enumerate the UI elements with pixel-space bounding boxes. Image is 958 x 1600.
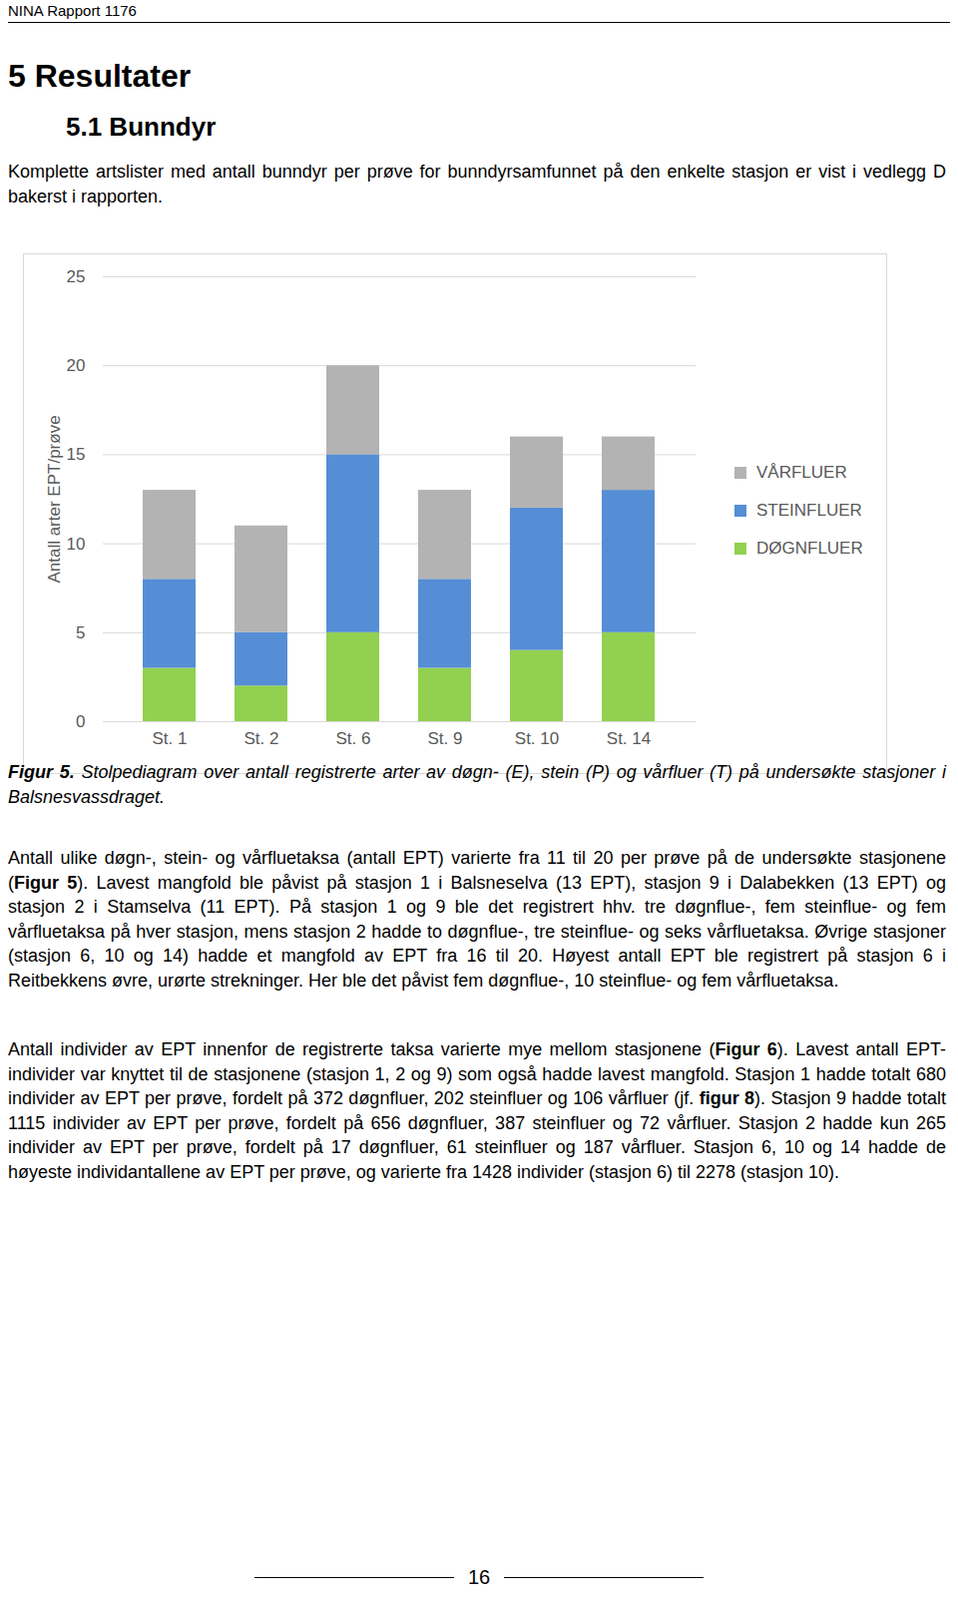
html-text:16: 16 xyxy=(467,1566,491,1589)
html-text:Antall ulike døgn-, stein- og: Antall ulike døgn-, stein- og vårfluetak… xyxy=(7,848,947,991)
svg-text:15: 15 xyxy=(66,445,86,465)
html-text:NINA Rapport 1176: NINA Rapport 1176 xyxy=(7,1,137,19)
html-text:DØGNFLUER: DØGNFLUER xyxy=(756,538,863,558)
svg-text:St. 10: St. 10 xyxy=(514,729,559,749)
svg-text:0: 0 xyxy=(75,712,85,732)
svg-text:Antall arter EPT/prøve: Antall arter EPT/prøve xyxy=(44,415,64,583)
html-text:Figur 5. Stolpediagram over an: Figur 5. Stolpediagram over antall regis… xyxy=(7,762,947,807)
html-text:Komplette artslister med antal: Komplette artslister med antall bunndyr … xyxy=(7,161,947,207)
svg-text:St. 2: St. 2 xyxy=(244,729,280,749)
html-text:5 Resultater: 5 Resultater xyxy=(7,57,191,94)
svg-text:St. 14: St. 14 xyxy=(606,729,651,749)
html-text:Antall individer av EPT innenf: Antall individer av EPT innenfor de regi… xyxy=(7,1039,947,1183)
svg-text:5: 5 xyxy=(75,623,85,643)
svg-text:10: 10 xyxy=(66,534,86,554)
svg-text:St. 6: St. 6 xyxy=(336,729,372,749)
html-text:STEINFLUER: STEINFLUER xyxy=(756,500,863,520)
html-text:VÅRFLUER: VÅRFLUER xyxy=(756,463,847,482)
svg-text:25: 25 xyxy=(66,267,86,287)
html-text:5.1 Bunndyr: 5.1 Bunndyr xyxy=(65,111,216,142)
svg-text:St. 1: St. 1 xyxy=(152,729,188,749)
svg-text:20: 20 xyxy=(66,356,86,376)
svg-text:St. 9: St. 9 xyxy=(428,729,464,749)
